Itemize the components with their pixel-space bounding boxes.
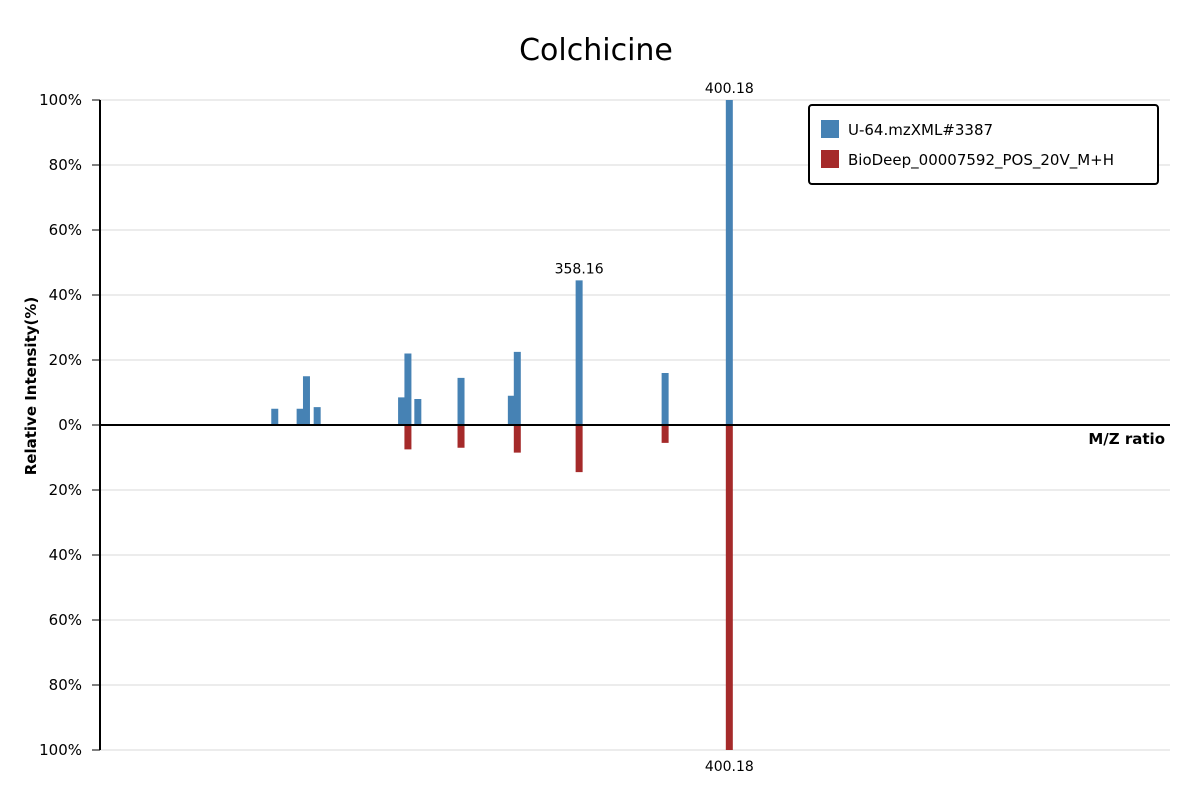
- y-tick-label: 100%: [39, 91, 82, 109]
- y-tick-label: 100%: [39, 741, 82, 759]
- chart-title: Colchicine: [519, 33, 673, 68]
- sample-peak-bar: [513, 351, 521, 425]
- peak-labels: 400.18 358.16 400.18: [555, 81, 754, 775]
- reference-peak-bar: [725, 425, 733, 750]
- sample-peak-bar: [507, 395, 515, 425]
- legend: U-64.mzXML#3387 BioDeep_00007592_POS_20V…: [808, 104, 1159, 185]
- sample-peak-bar: [457, 377, 465, 425]
- peak-annotation: 358.16: [555, 261, 604, 277]
- peak-annotation: 400.18: [705, 759, 754, 775]
- y-tick-label: 40%: [49, 546, 82, 564]
- reference-peak-bar: [513, 425, 521, 453]
- reference-peak-bar: [457, 425, 465, 448]
- legend-swatch-sample: [821, 120, 839, 138]
- sample-peak-bar: [575, 280, 583, 425]
- y-tick-label: 80%: [49, 156, 82, 174]
- reference-peak-bar: [661, 425, 669, 443]
- legend-label-sample: U-64.mzXML#3387: [848, 121, 993, 139]
- peak-annotation: 400.18: [705, 81, 754, 97]
- sample-peak-bar: [725, 100, 733, 425]
- legend-box: [808, 104, 1159, 185]
- y-tick-label: 0%: [58, 416, 82, 434]
- legend-label-reference: BioDeep_00007592_POS_20V_M+H: [848, 151, 1114, 170]
- sample-peak-bar: [661, 373, 669, 425]
- sample-peak-bar: [414, 399, 422, 425]
- sample-peak-bar: [313, 407, 321, 425]
- sample-peak-bar: [271, 408, 279, 425]
- reference-peak-bar: [404, 425, 412, 450]
- axes: 100% 80% 60% 40% 20% 0% 20% 40% 60% 80% 100%: [39, 91, 1170, 759]
- sample-peak-bar: [296, 408, 304, 425]
- sample-peak-bar: [302, 376, 310, 425]
- y-tick-label: 60%: [49, 611, 82, 629]
- sample-peak-bar: [398, 397, 406, 425]
- y-tick-label: 60%: [49, 221, 82, 239]
- y-tick-label: 20%: [49, 351, 82, 369]
- y-tick-label: 80%: [49, 676, 82, 694]
- x-axis-title: M/Z ratio: [1088, 430, 1165, 448]
- reference-peak-bar: [575, 425, 583, 473]
- legend-swatch-reference: [821, 150, 839, 168]
- y-tick-label: 40%: [49, 286, 82, 304]
- y-tick-label: 20%: [49, 481, 82, 499]
- y-axis-title: Relative Intensity(%): [22, 297, 40, 476]
- sample-peak-bar: [404, 353, 412, 425]
- peak-bars: [271, 100, 733, 750]
